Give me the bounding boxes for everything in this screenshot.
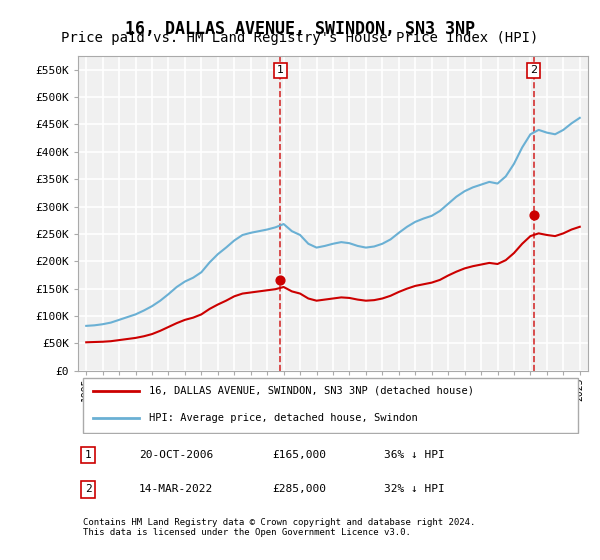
Text: 14-MAR-2022: 14-MAR-2022 [139,484,214,494]
Text: 1: 1 [85,450,92,460]
Text: 36% ↓ HPI: 36% ↓ HPI [384,450,445,460]
Text: HPI: Average price, detached house, Swindon: HPI: Average price, detached house, Swin… [149,413,418,423]
Point [275,276,285,285]
Text: 16, DALLAS AVENUE, SWINDON, SN3 3NP (detached house): 16, DALLAS AVENUE, SWINDON, SN3 3NP (det… [149,386,475,396]
Text: 16, DALLAS AVENUE, SWINDON, SN3 3NP: 16, DALLAS AVENUE, SWINDON, SN3 3NP [125,20,475,38]
Text: Contains HM Land Registry data © Crown copyright and database right 2024.
This d: Contains HM Land Registry data © Crown c… [83,518,475,537]
Text: £165,000: £165,000 [272,450,326,460]
Text: 2: 2 [530,66,537,76]
Text: 20-OCT-2006: 20-OCT-2006 [139,450,214,460]
FancyBboxPatch shape [83,378,578,433]
Text: £285,000: £285,000 [272,484,326,494]
Text: 32% ↓ HPI: 32% ↓ HPI [384,484,445,494]
Point [529,210,539,219]
Text: 1: 1 [277,66,284,76]
Text: 2: 2 [85,484,92,494]
Text: Price paid vs. HM Land Registry's House Price Index (HPI): Price paid vs. HM Land Registry's House … [61,31,539,45]
